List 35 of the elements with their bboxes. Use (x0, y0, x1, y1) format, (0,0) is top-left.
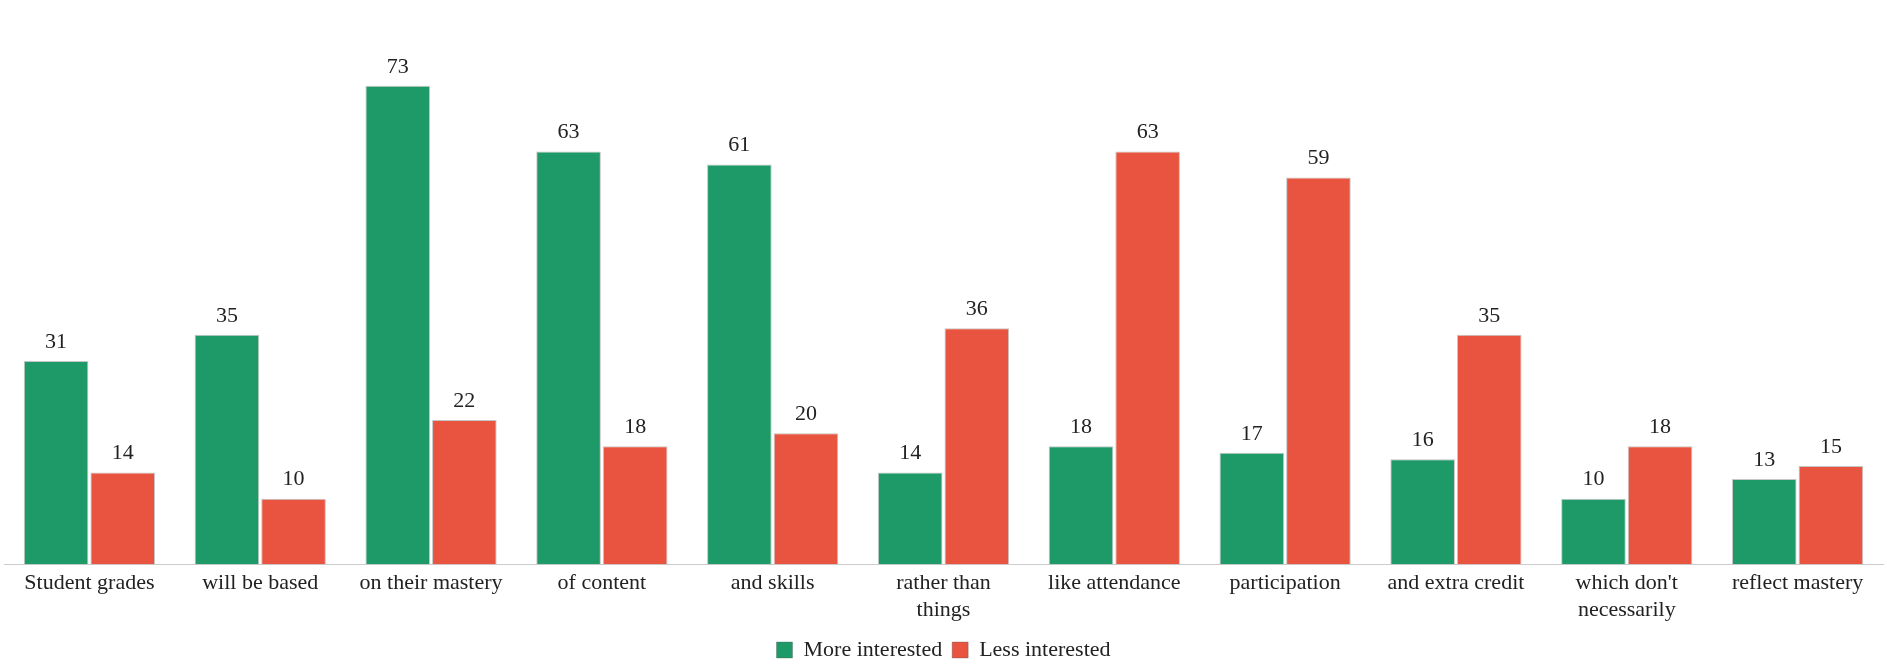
legend-label: More interested (803, 635, 943, 661)
data-label: 10 (282, 465, 305, 491)
x-tick-label: reflect mastery (1731, 569, 1864, 595)
data-label: 10 (1582, 465, 1605, 491)
data-label: 14 (899, 439, 922, 465)
data-label: 17 (1240, 419, 1263, 445)
x-tick-label: will be based (202, 569, 319, 595)
data-label: 13 (1753, 445, 1776, 471)
data-label: 63 (1136, 118, 1159, 144)
data-label: 18 (1649, 413, 1672, 439)
x-tick-label: and extra credit (1387, 569, 1525, 595)
data-label: 59 (1307, 144, 1330, 170)
data-label: 18 (624, 413, 647, 439)
data-label: 35 (215, 301, 238, 327)
data-label: 61 (728, 131, 751, 157)
x-tick-label: on their mastery (359, 569, 503, 595)
data-label: 73 (386, 52, 409, 78)
x-tick-label: participation (1229, 569, 1341, 595)
data-label: 36 (965, 295, 988, 321)
data-label: 35 (1478, 301, 1501, 327)
x-tick-label: which don't necessarily (1575, 569, 1678, 621)
x-tick-label: of content (557, 569, 647, 595)
legend-label: Less interested (979, 635, 1111, 661)
x-tick-label: Student grades (24, 569, 155, 595)
data-label: 18 (1070, 413, 1093, 439)
data-label: 20 (794, 399, 817, 425)
x-tick-label: rather than things (896, 569, 991, 621)
data-label: 63 (557, 118, 580, 144)
data-label: 15 (1819, 432, 1842, 458)
x-tick-label: like attendance (1048, 569, 1181, 595)
x-tick-label: and skills (730, 569, 815, 595)
data-label: 31 (45, 327, 68, 353)
data-label: 16 (1411, 426, 1434, 452)
data-label: 22 (453, 386, 476, 412)
data-label: 14 (111, 439, 134, 465)
